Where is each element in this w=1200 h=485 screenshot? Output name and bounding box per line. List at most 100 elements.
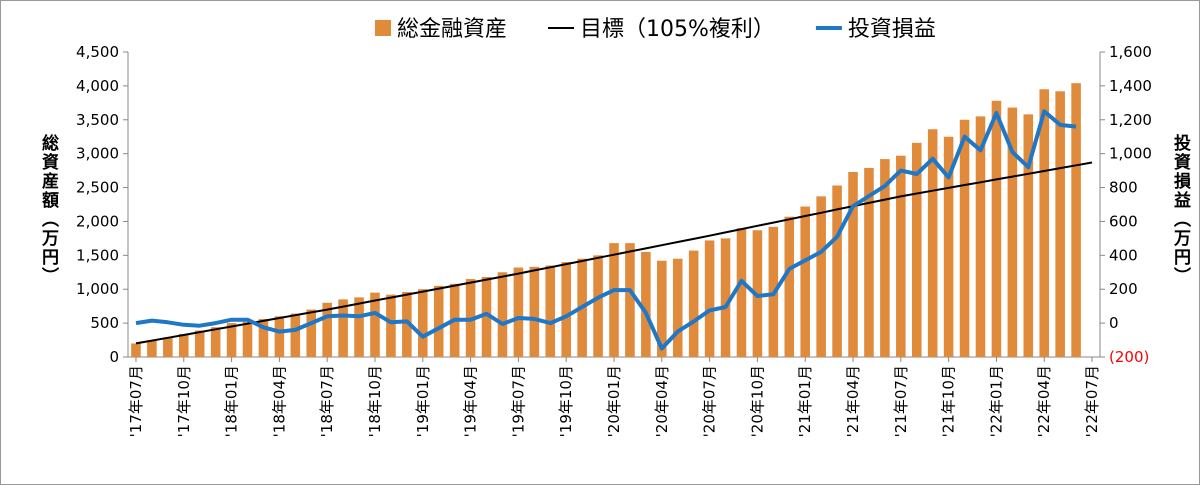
y2-tick-label: 1,000 [1109,145,1152,163]
bar [991,100,1002,358]
bar [959,119,970,358]
bar [688,250,699,357]
bar [354,297,364,357]
y2-tick-label: (200) [1109,348,1149,366]
line [135,161,1093,345]
x-tick-label: '21年10月 [940,365,958,437]
bar [975,116,986,357]
y2-tick-label: 200 [1109,280,1138,298]
bar [864,167,874,357]
y-tick-label: 2,500 [76,179,119,197]
x-tick-label: '20年04月 [653,365,671,437]
bar [210,327,221,357]
bar [1007,107,1018,357]
x-tick-label: '18年10月 [366,365,384,437]
bar [402,291,412,357]
bar [481,277,492,357]
bar [147,340,157,357]
x-tick-label: '19年07月 [509,365,527,437]
y2-tick-label: 400 [1109,246,1138,264]
bar [433,285,444,357]
bar [593,255,603,357]
bar [720,238,731,357]
x-tick-label: '20年10月 [748,365,766,437]
bar [322,302,332,357]
bar [927,129,938,357]
bar [370,292,380,357]
legend-swatch [375,20,391,36]
x-tick-label: '19年01月 [414,365,432,437]
x-tick-label: '18年04月 [270,365,288,437]
bar [274,316,285,357]
legend-label: 総金融資産 [397,17,507,42]
bar [529,266,540,357]
bar [609,243,619,357]
bar [641,251,651,357]
y-tick-label: 3,000 [76,145,119,163]
y-tick-label: 2,000 [76,212,119,230]
y-axis-title: 総資産額（万円） [38,133,60,286]
y2-tick-label: 800 [1109,179,1138,197]
y-tick-label: 4,000 [76,77,119,95]
bar [704,240,715,357]
y-tick-label: 1,500 [76,246,119,264]
bar [816,196,826,357]
bar [848,171,858,357]
y2-tick-label: 1,200 [1109,111,1152,129]
bar [131,343,141,357]
y-tick-label: 500 [90,314,119,332]
bar [561,262,571,357]
x-tick-label: '20年01月 [605,365,623,437]
bar [306,309,317,357]
x-tick-label: '17年10月 [175,365,193,437]
bar [1071,83,1081,357]
bar [672,258,683,357]
bar [386,294,396,357]
x-tick-label: '21年01月 [796,365,814,437]
bar [880,159,890,357]
bar [784,216,795,357]
bar [163,337,173,357]
bar [736,228,747,357]
bar [911,142,922,357]
y2-tick-label: 1,400 [1109,77,1152,95]
legend-label: 目標（105%複利） [580,17,775,42]
y2-tick-label: 600 [1109,212,1138,230]
x-tick-label: '18年01月 [223,365,241,437]
y2-axis-title: 投資損益（万円） [1170,133,1192,286]
x-tick-label: '22年07月 [1083,365,1101,437]
bar [513,267,524,357]
bar [657,260,667,357]
x-tick-label: '21年04月 [844,365,862,437]
x-tick-label: '20年07月 [701,365,719,437]
bar [545,265,556,357]
bar [418,289,428,357]
x-tick-label: '17年07月 [127,365,145,437]
bar [896,155,906,357]
y-tick-label: 3,500 [76,111,119,129]
bar [832,185,842,357]
bar [800,206,810,357]
bar [226,323,237,357]
y-tick-label: 4,500 [76,43,119,61]
x-tick-label: '19年04月 [462,365,480,437]
y-tick-label: 0 [109,348,119,366]
line [135,109,1077,351]
x-tick-label: '22年04月 [1035,365,1053,437]
y2-tick-label: 1,600 [1109,43,1152,61]
bar [194,330,205,357]
bar [258,319,269,357]
x-tick-label: '21年07月 [892,365,910,437]
bar [1023,114,1034,357]
bar [242,321,253,357]
bar [943,136,954,357]
x-tick-label: '18年07月 [318,365,336,437]
y-tick-label: 1,000 [76,280,119,298]
bar [1039,89,1050,358]
x-tick-label: '22年01月 [987,365,1005,437]
bar [625,243,635,357]
bar [290,313,301,357]
bar [497,272,508,357]
bar [338,299,348,357]
